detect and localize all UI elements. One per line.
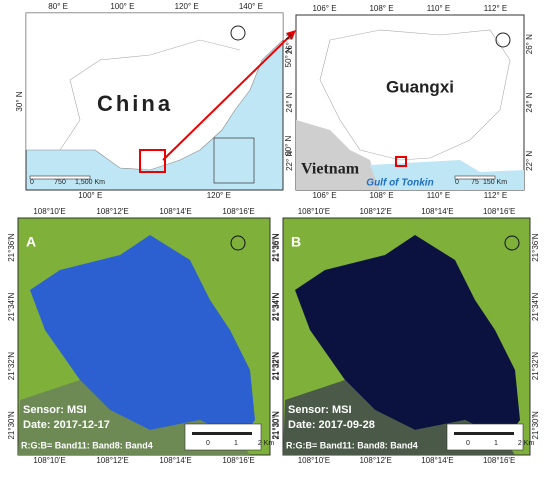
tick-label: 22° N	[525, 151, 534, 171]
scale-label: 1	[494, 440, 498, 447]
sensor: Sensor: MSI	[288, 404, 352, 416]
map-label: Vietnam	[301, 161, 360, 178]
tick-label: 110° E	[427, 191, 451, 200]
link-arrow	[162, 33, 293, 161]
scale-label: 2 Km	[518, 440, 535, 447]
tick-label: 108°12'E	[359, 207, 391, 216]
tick-label: 21°36'N	[272, 233, 281, 262]
tick-label: 21°30'N	[531, 411, 540, 440]
tick-label: 26° N	[285, 34, 294, 54]
tick-label: 108°14'E	[421, 207, 453, 216]
tick-label: 21°32'N	[7, 352, 16, 381]
tick-label: 21°30'N	[272, 411, 281, 440]
tick-label: 112° E	[484, 4, 508, 13]
tick-label: 21°32'N	[531, 352, 540, 381]
tick-label: 30° N	[284, 135, 293, 155]
tick-label: 108° E	[369, 191, 393, 200]
tick-label: 21°32'N	[272, 352, 281, 381]
scale-label: 750	[54, 179, 66, 186]
tick-label: 108°10'E	[33, 456, 65, 465]
tick-label: 21°30'N	[7, 411, 16, 440]
map-label: China	[97, 91, 173, 116]
scale-label: 0	[455, 179, 459, 186]
tick-label: 108°10'E	[298, 456, 330, 465]
tick-label: 120° E	[175, 2, 199, 11]
tick-label: 112° E	[484, 191, 508, 200]
tick-label: 22° N	[285, 151, 294, 171]
tick-label: 106° E	[312, 191, 336, 200]
scale-label: 150 Km	[483, 179, 507, 186]
tick-label: 21°36'N	[531, 233, 540, 262]
tick-label: 108° E	[369, 4, 393, 13]
map-label: Guangxi	[386, 77, 454, 96]
tick-label: 108°16'E	[483, 456, 515, 465]
scale-label: 0	[206, 440, 210, 447]
scale-label: 0	[30, 179, 34, 186]
panel-letter: A	[26, 234, 36, 250]
tick-label: 108°12'E	[359, 456, 391, 465]
sensor: Sensor: MSI	[23, 404, 87, 416]
scale-label: 1,500 Km	[75, 179, 105, 186]
tick-label: 108°12'E	[96, 207, 128, 216]
scale-label: 1	[234, 440, 238, 447]
tick-label: 21°34'N	[271, 293, 280, 322]
tick-label: 100° E	[78, 191, 102, 200]
tick-label: 110° E	[427, 4, 451, 13]
scale-label: 2 Km	[258, 440, 275, 447]
tick-label: 24° N	[285, 92, 294, 112]
tick-label: 108°14'E	[421, 456, 453, 465]
tick-label: 140° E	[239, 2, 263, 11]
scale-label: 0	[466, 440, 470, 447]
tick-label: 108°10'E	[298, 207, 330, 216]
tick-label: 21°34'N	[531, 293, 540, 322]
image-b	[282, 217, 531, 456]
tick-label: 108°16'E	[483, 207, 515, 216]
tick-label: 24° N	[525, 92, 534, 112]
tick-label: 120° E	[207, 191, 231, 200]
panel-letter: B	[291, 234, 301, 250]
tick-label: 108°14'E	[159, 207, 191, 216]
image-a	[17, 217, 271, 456]
tick-label: 108°16'E	[222, 207, 254, 216]
tick-label: 26° N	[525, 34, 534, 54]
tick-label: 108°16'E	[222, 456, 254, 465]
tick-label: 108°12'E	[96, 456, 128, 465]
tick-label: 100° E	[110, 2, 134, 11]
tick-label: 21°32'N	[271, 352, 280, 381]
bands: R:G:B= Band11: Band8: Band4	[21, 440, 153, 450]
map-label: Gulf of Tonkin	[366, 178, 433, 189]
tick-label: 21°34'N	[7, 293, 16, 322]
tick-label: 80° E	[48, 2, 68, 11]
tick-label: 108°10'E	[33, 207, 65, 216]
bands: R:G:B= Band11: Band8: Band4	[286, 440, 418, 450]
scale-label: 75	[471, 179, 479, 186]
arrow-head	[286, 30, 296, 40]
tick-label: 106° E	[312, 4, 336, 13]
china-map	[25, 12, 284, 191]
guangxi-map	[295, 14, 525, 191]
date: Date: 2017-09-28	[288, 419, 375, 431]
tick-label: 21°36'N	[271, 233, 280, 262]
tick-label: 108°14'E	[159, 456, 191, 465]
tick-label: 50° N	[284, 47, 293, 67]
date: Date: 2017-12-17	[23, 419, 110, 431]
tick-label: 21°30'N	[271, 411, 280, 440]
tick-label: 21°34'N	[272, 293, 281, 322]
tick-label: 21°36'N	[7, 233, 16, 262]
tick-label: 30° N	[15, 91, 24, 111]
